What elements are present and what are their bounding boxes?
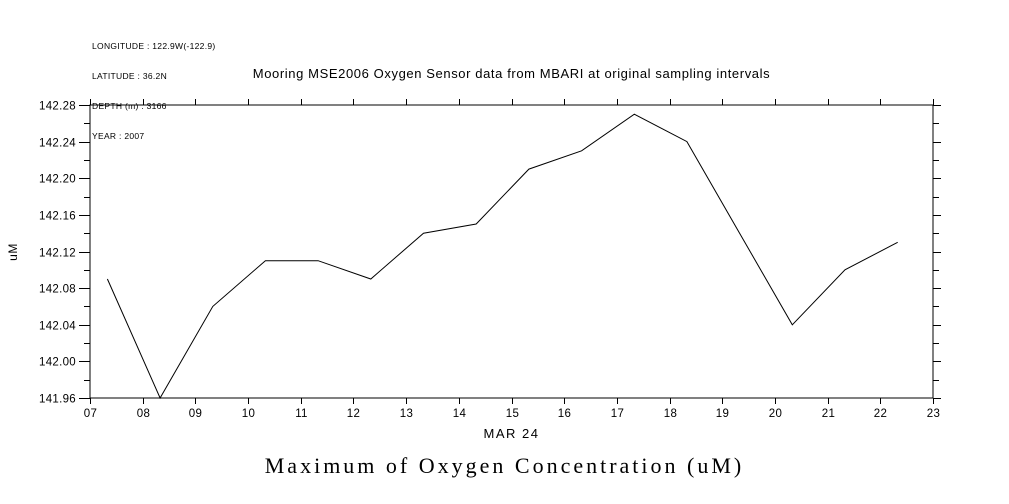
x-tick-label: 18 (664, 408, 677, 420)
y-tick-label: 142.16 (39, 211, 76, 223)
figure-caption: Maximum of Oxygen Concentration (uM) (264, 453, 745, 478)
y-tick-label: 142.28 (39, 101, 76, 113)
info-latitude: LATITUDE : 36.2N (92, 71, 168, 81)
x-tick-label: 12 (347, 408, 360, 420)
x-tick-label: 13 (400, 408, 413, 420)
y-tick-label: 142.12 (39, 248, 76, 260)
x-tick-label: 17 (611, 408, 624, 420)
x-tick-label: 20 (769, 408, 782, 420)
plot-frame (89, 104, 934, 399)
x-tick-label: 16 (558, 408, 571, 420)
info-depth: DEPTH (m) : 3166 (92, 101, 167, 111)
x-tick-label: 09 (189, 408, 202, 420)
y-tick-label: 142.20 (39, 174, 76, 186)
x-tick-label: 10 (242, 408, 255, 420)
x-tick-label: 21 (822, 408, 835, 420)
chart-title: Mooring MSE2006 Oxygen Sensor data from … (252, 66, 771, 81)
station-info: LONGITUDE : 122.9W(-122.9) LATITUDE : 36… (92, 21, 216, 161)
y-tick-label: 142.04 (39, 321, 76, 333)
x-tick-label: 14 (453, 408, 467, 420)
y-tick-label: 141.96 (39, 394, 76, 406)
x-tick-label: 19 (716, 408, 729, 420)
y-tick-label: 142.24 (39, 138, 76, 150)
info-longitude: LONGITUDE : 122.9W(-122.9) (92, 41, 216, 51)
x-tick-label: 15 (506, 408, 519, 420)
x-tick-label: 23 (927, 408, 940, 420)
y-tick-label: 142.00 (39, 357, 76, 369)
x-tick-label: 11 (295, 408, 308, 420)
y-tick-label: 142.08 (39, 284, 76, 296)
x-tick-label: 22 (874, 408, 887, 420)
x-tick-label: 07 (84, 408, 97, 420)
x-axis-label: MAR 24 (483, 426, 540, 441)
data-polyline (106, 113, 898, 400)
info-year: YEAR : 2007 (92, 131, 145, 141)
x-tick-label: 08 (137, 408, 150, 420)
y-axis-label: uM (5, 243, 20, 261)
